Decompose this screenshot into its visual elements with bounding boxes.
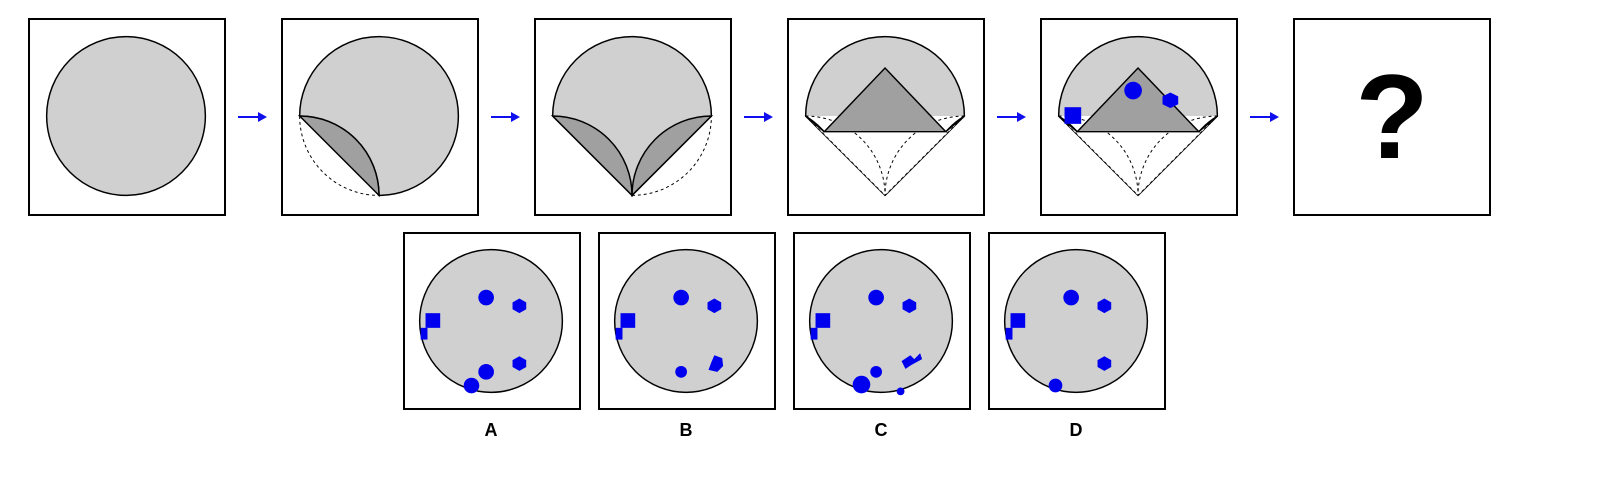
arrow-icon <box>744 112 773 122</box>
hexagon-hole <box>1162 92 1179 109</box>
second-fold-diagram <box>550 35 714 198</box>
hexagon-hole <box>1097 298 1112 314</box>
square-hole <box>815 313 831 328</box>
option-panel-c[interactable] <box>793 232 971 410</box>
circle-hole <box>870 365 882 378</box>
square-hole <box>425 313 441 328</box>
option-label-b[interactable]: B <box>679 420 693 440</box>
circle-hole-partial <box>463 377 480 394</box>
square-hole-partial <box>420 327 428 340</box>
circle-hole-partial <box>896 387 905 396</box>
hexagon-hole-distorted <box>901 353 923 369</box>
sequence-panel-4 <box>787 18 985 216</box>
sequence-panel-question: ? <box>1293 18 1491 216</box>
circle-hole <box>1063 289 1079 306</box>
question-mark: ? <box>1355 50 1429 184</box>
square-hole <box>1064 107 1082 124</box>
arrow-icon <box>1250 112 1279 122</box>
punched-fold-diagram <box>1057 35 1219 197</box>
option-label-d[interactable]: D <box>1069 420 1083 440</box>
hexagon-hole <box>902 298 917 314</box>
sequence-panel-3 <box>534 18 732 216</box>
hexagon-hole <box>707 298 722 314</box>
hexagon-hole <box>512 298 527 314</box>
square-hole-partial <box>810 327 818 340</box>
hexagon-hole <box>1097 356 1112 371</box>
circle-hole <box>868 289 884 306</box>
circle-hole <box>675 365 687 378</box>
option-c-diagram <box>808 248 954 396</box>
sequence-panel-2 <box>281 18 479 216</box>
option-b-diagram <box>613 248 759 394</box>
circle-hole <box>1124 81 1142 100</box>
unfolded-paper-circle <box>45 35 207 197</box>
circle-hole-partial <box>1048 378 1063 393</box>
option-label-c[interactable]: C <box>874 420 888 440</box>
option-label-a[interactable]: A <box>484 420 498 440</box>
arrow-icon <box>997 112 1026 122</box>
circle-hole <box>478 289 494 306</box>
hexagon-hole-distorted <box>708 355 724 372</box>
arrow-icon <box>491 112 520 122</box>
option-panel-d[interactable] <box>988 232 1166 410</box>
option-panel-a[interactable] <box>403 232 581 410</box>
square-hole-partial <box>1005 327 1013 340</box>
sequence-panel-1 <box>28 18 226 216</box>
arrow-icon <box>238 112 267 122</box>
option-d-diagram <box>1003 248 1149 394</box>
option-panel-b[interactable] <box>598 232 776 410</box>
square-hole-partial <box>615 327 623 340</box>
circle-hole <box>673 289 689 306</box>
hexagon-hole <box>512 356 527 371</box>
option-a-diagram <box>418 248 564 394</box>
square-hole <box>1010 313 1026 328</box>
first-fold-diagram <box>297 35 460 198</box>
circle-hole-partial <box>852 375 871 394</box>
sequence-panel-5 <box>1040 18 1238 216</box>
circle-hole <box>478 364 494 380</box>
square-hole <box>620 313 636 328</box>
third-fold-diagram <box>804 35 966 197</box>
